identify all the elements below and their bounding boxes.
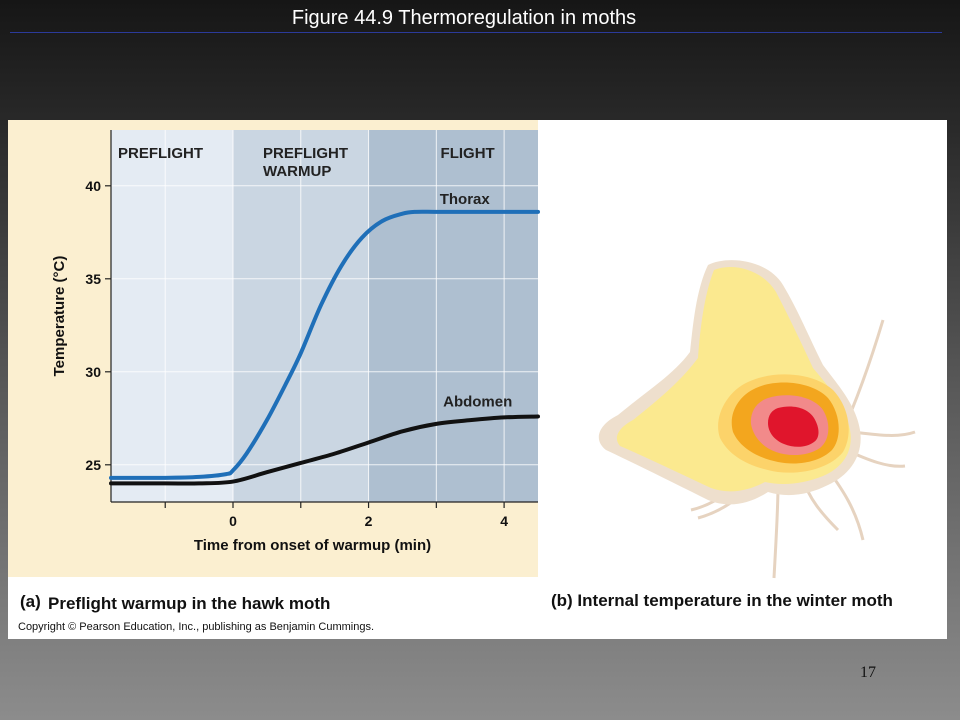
y-tick-label: 30 bbox=[85, 364, 101, 380]
phase-band-1 bbox=[111, 130, 233, 502]
y-tick-label: 40 bbox=[85, 178, 101, 194]
warmup-line-chart: 0 2 4 25 30 35 40 Time from onset of warmup (mi… bbox=[51, 130, 540, 554]
slide-title: Figure 44.9 Thermoregulation in moths bbox=[291, 7, 637, 29]
abdomen-series-line bbox=[109, 414, 540, 486]
figure-panel: 0 2 4 25 30 35 40 Time from onset of warmup (mi… bbox=[8, 120, 947, 639]
copyright-notice: Copyright © Pearson Education, Inc., pub… bbox=[18, 621, 374, 633]
phase-label-2: PREFLIGHT WARMUP bbox=[263, 145, 348, 180]
phase-label-1: PREFLIGHT bbox=[118, 145, 203, 162]
abdomen-series-label: Abdomen bbox=[443, 393, 512, 410]
figure-svg: 0 2 4 25 30 35 40 Time from onset of warmup (mi… bbox=[8, 120, 916, 633]
phase-label-3: FLIGHT bbox=[441, 145, 495, 162]
moth-antenna-left bbox=[849, 319, 885, 413]
x-axis-label: Time from onset of warmup (min) bbox=[194, 537, 431, 554]
thorax-series-label: Thorax bbox=[440, 191, 491, 208]
moth-body-red bbox=[768, 406, 819, 447]
y-axis-label: Temperature (°C) bbox=[51, 256, 68, 377]
page-number: 17 bbox=[860, 664, 876, 681]
panel-b-caption: (b) Internal temperature in the winter m… bbox=[551, 591, 893, 610]
x-tick-label: 0 bbox=[229, 513, 237, 529]
panel-a-letter: (a) bbox=[20, 592, 41, 611]
panel-a-caption: Preflight warmup in the hawk moth bbox=[48, 594, 330, 613]
y-tick-label: 25 bbox=[85, 457, 101, 473]
x-tick-label: 4 bbox=[500, 513, 508, 529]
moth-thermal-map bbox=[598, 260, 916, 579]
y-tick-label: 35 bbox=[85, 271, 101, 287]
phase-band-3 bbox=[368, 130, 538, 502]
x-tick-label: 2 bbox=[365, 513, 373, 529]
thorax-series-line bbox=[109, 209, 540, 480]
title-underline bbox=[10, 32, 942, 33]
